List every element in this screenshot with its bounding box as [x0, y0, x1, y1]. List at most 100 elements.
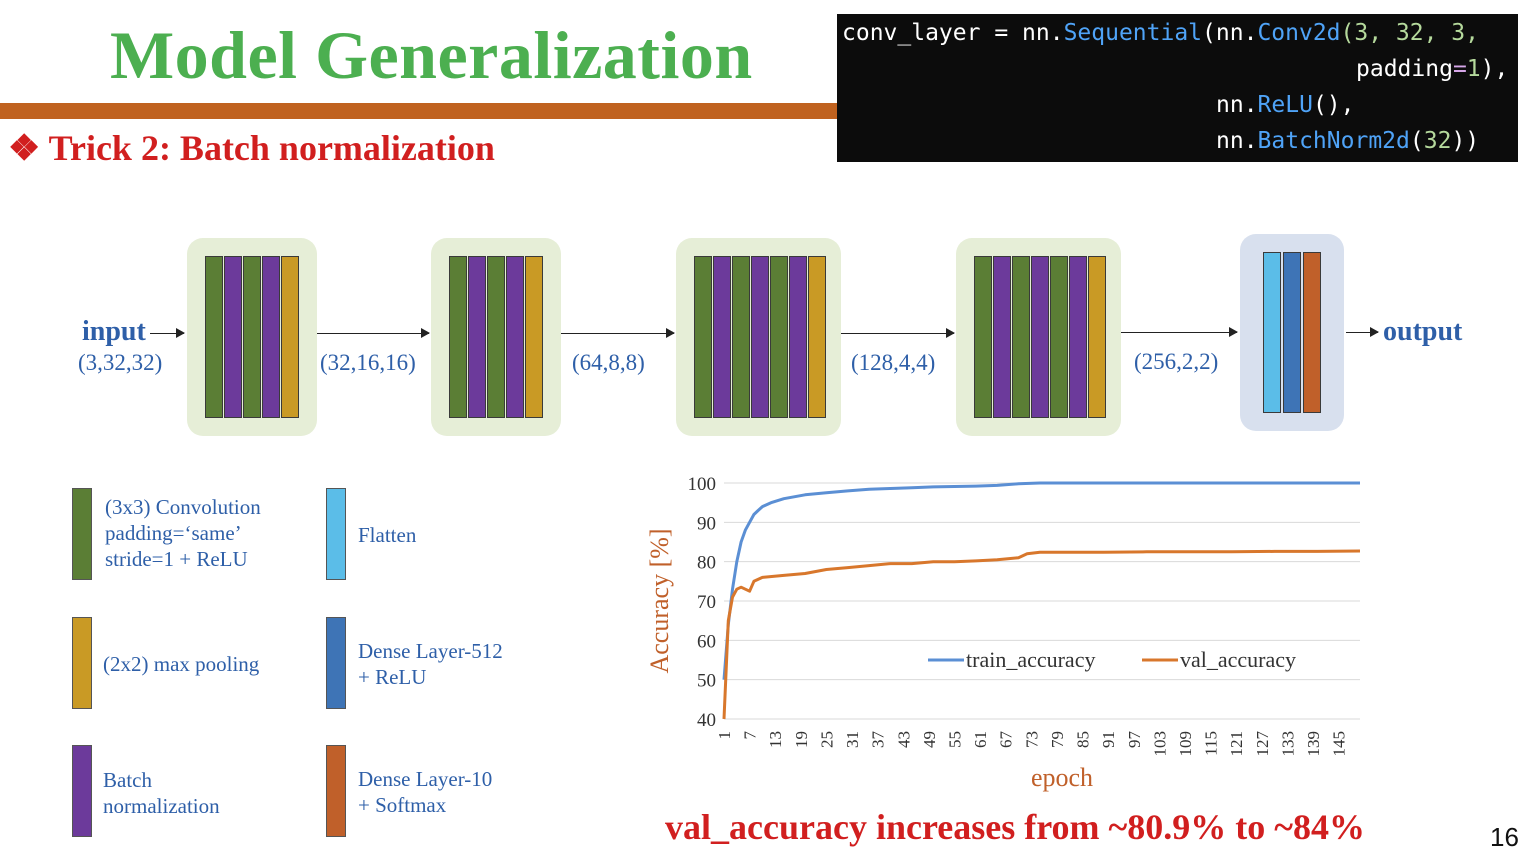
- maxpool-layer: [525, 256, 543, 418]
- shape-label-4: (256,2,2): [1134, 349, 1219, 374]
- conv-layer: [974, 256, 992, 418]
- x-tick-label: 31: [843, 731, 862, 748]
- x-tick-label: 127: [1253, 731, 1272, 757]
- code-token: BatchNorm2d: [1257, 128, 1410, 154]
- code-token: =: [1452, 56, 1467, 82]
- batchnorm-layer: [1031, 256, 1049, 418]
- y-tick-label: 50: [697, 671, 716, 692]
- x-axis-label: epoch: [1031, 763, 1093, 792]
- legend-batchnorm: Batch normalization: [103, 767, 220, 819]
- conv-layer: [487, 256, 505, 418]
- batchnorm-layer: [993, 256, 1011, 418]
- title-rule: [0, 103, 837, 119]
- dense-block: [1240, 234, 1344, 431]
- y-axis-label: Accuracy [%]: [645, 528, 674, 673]
- maxpool-layer: [1088, 256, 1106, 418]
- code-token: Conv2d: [1257, 20, 1341, 46]
- batchnorm-layer: [224, 256, 242, 418]
- batchnorm-layer: [1069, 256, 1087, 418]
- x-tick-label: 73: [1022, 731, 1041, 748]
- x-tick-label: 121: [1227, 731, 1246, 757]
- output-label: output: [1383, 316, 1463, 347]
- slide-subtitle: ❖ Trick 2: Batch normalization: [8, 128, 495, 168]
- legend-swatch-pool: [72, 617, 92, 709]
- x-tick-label: 55: [945, 731, 964, 748]
- code-token: (),: [1312, 92, 1355, 118]
- y-tick-label: 100: [688, 474, 717, 495]
- code-line-2: padding=1),: [1356, 56, 1508, 82]
- legend-swatch-conv: [72, 488, 92, 580]
- legend-swatch-flatten: [326, 488, 346, 580]
- batchnorm-layer: [751, 256, 769, 418]
- code-line-3: nn.ReLU(),: [1216, 92, 1354, 118]
- code-token: ReLU: [1257, 92, 1313, 118]
- conv-layer: [1050, 256, 1068, 418]
- conv-block-2: [431, 238, 561, 436]
- legend-swatch-batchnorm: [72, 745, 92, 837]
- batchnorm-layer: [506, 256, 524, 418]
- dense10-layer: [1303, 252, 1321, 413]
- x-tick-label: 79: [1048, 731, 1067, 748]
- conv-layer: [449, 256, 467, 418]
- code-line-4: nn.BatchNorm2d(32)): [1216, 128, 1479, 154]
- arrow: [317, 328, 430, 338]
- code-snippet: conv_layer = nn.Sequential(nn.Conv2d(3, …: [837, 14, 1518, 162]
- x-tick-label: 133: [1278, 731, 1297, 757]
- y-tick-label: 90: [697, 513, 716, 534]
- x-tick-label: 19: [792, 731, 811, 748]
- x-tick-label: 7: [741, 731, 760, 740]
- legend-swatch-dense512: [326, 617, 346, 709]
- code-line-1: conv_layer = nn.Sequential(nn.Conv2d(3, …: [842, 20, 1479, 46]
- code-token: nn.: [1216, 128, 1258, 154]
- conv-block-3: [676, 238, 841, 436]
- legend-dense10: Dense Layer-10 + Softmax: [358, 766, 492, 818]
- legend-conv-line: (3x3) Convolution: [105, 495, 261, 519]
- y-tick-label: 80: [697, 553, 716, 574]
- x-tick-label: 1: [715, 731, 734, 740]
- legend-dense10-line: + Softmax: [358, 793, 447, 817]
- code-token: (nn.: [1202, 20, 1258, 46]
- conv-layer: [694, 256, 712, 418]
- conv-block-1: [187, 238, 317, 436]
- legend-bn-line: normalization: [103, 794, 220, 818]
- legend-dense512-line: Dense Layer-512: [358, 639, 503, 663]
- x-tick-label: 49: [920, 731, 939, 748]
- x-tick-label: 43: [894, 731, 913, 748]
- legend-conv-line: padding=‘same’: [105, 521, 242, 545]
- legend-label-train_accuracy: train_accuracy: [966, 647, 1095, 672]
- batchnorm-layer: [789, 256, 807, 418]
- y-tick-label: 60: [697, 631, 716, 652]
- batchnorm-layer: [262, 256, 280, 418]
- x-tick-label: 97: [1125, 731, 1144, 749]
- flatten-layer: [1263, 252, 1281, 413]
- arrow: [841, 328, 955, 338]
- x-tick-label: 91: [1099, 731, 1118, 748]
- legend-dense512: Dense Layer-512 + ReLU: [358, 638, 503, 690]
- legend-flatten: Flatten: [358, 523, 417, 547]
- x-tick-label: 139: [1304, 731, 1323, 757]
- page-number: 16: [1490, 822, 1519, 852]
- x-tick-label: 85: [1074, 731, 1093, 748]
- code-token: (3, 32, 3,: [1340, 20, 1480, 46]
- shape-label-2: (64,8,8): [572, 350, 645, 375]
- conv-layer: [1012, 256, 1030, 418]
- x-tick-label: 145: [1330, 731, 1349, 757]
- legend-pool: (2x2) max pooling: [103, 652, 260, 676]
- series-line-train_accuracy: [722, 481, 1360, 680]
- x-tick-label: 109: [1176, 731, 1195, 757]
- code-token: Sequential: [1063, 20, 1203, 46]
- conv-block-4: [956, 238, 1121, 436]
- code-token: )): [1451, 128, 1480, 154]
- arrow: [150, 328, 185, 338]
- code-token: 1: [1466, 56, 1481, 82]
- x-tick-label: 67: [997, 731, 1016, 749]
- arrow: [1121, 327, 1238, 337]
- x-tick-label: 37: [869, 731, 888, 749]
- shape-label-3: (128,4,4): [851, 350, 936, 375]
- maxpool-layer: [808, 256, 826, 418]
- legend-conv: (3x3) Convolution padding=‘same’ stride=…: [105, 494, 261, 572]
- conv-layer: [205, 256, 223, 418]
- x-tick-label: 103: [1150, 731, 1169, 757]
- code-token: padding: [1356, 56, 1453, 82]
- input-shape: (3,32,32): [78, 350, 163, 375]
